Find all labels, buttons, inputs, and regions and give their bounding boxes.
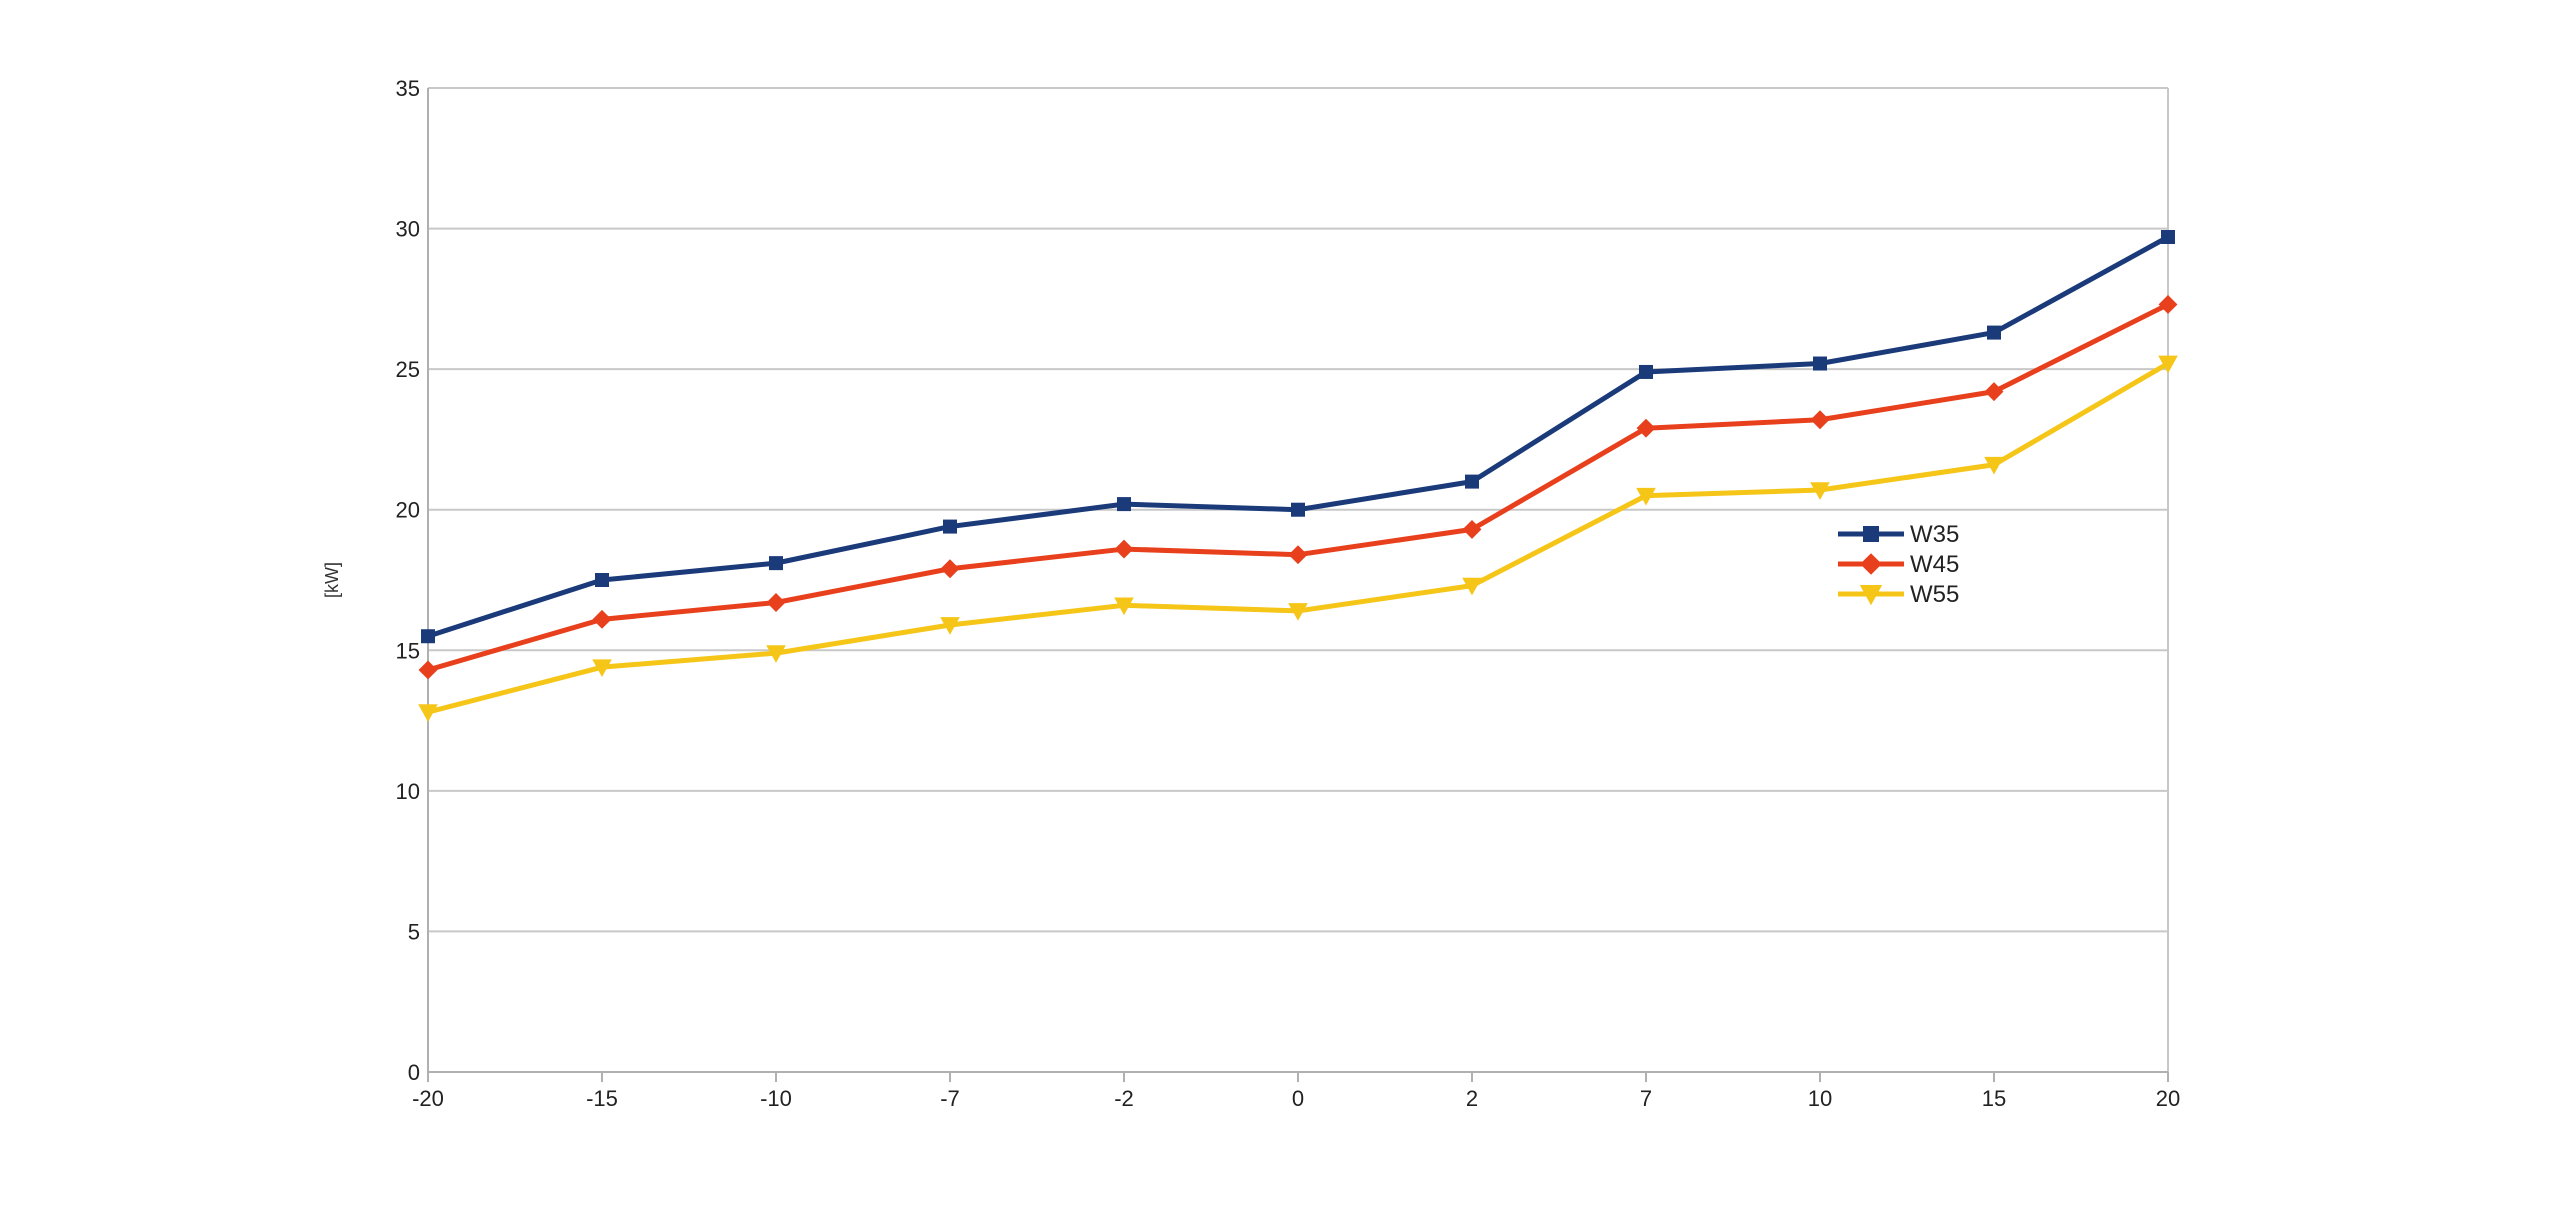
data-point-w35	[2161, 230, 2175, 245]
data-point-w45	[766, 593, 786, 612]
legend-label: W55	[1910, 581, 1959, 608]
data-point-w45	[2158, 295, 2178, 314]
legend-label: W35	[1910, 521, 1959, 548]
data-point-w55	[766, 645, 786, 663]
data-point-w35	[769, 556, 783, 571]
x-tick-label: -15	[586, 1086, 618, 1111]
data-point-w35	[943, 519, 957, 534]
legend-item-w35: W35	[1838, 521, 1959, 548]
data-point-w45	[418, 660, 438, 680]
legend-marker	[1863, 526, 1879, 542]
x-tick-label: 2	[1466, 1086, 1478, 1111]
y-axis-label: [kW]	[322, 562, 342, 598]
data-point-w55	[1462, 577, 1482, 596]
legend-item-w45: W45	[1838, 551, 1959, 578]
x-tick-label: -7	[940, 1086, 960, 1111]
y-tick-labels: 0 5 10 15 20 25 30 35	[396, 76, 420, 1085]
data-point-w35	[1291, 502, 1305, 517]
legend-label: W45	[1910, 551, 1959, 578]
x-tick-label: -10	[760, 1086, 792, 1111]
data-point-w45	[1636, 418, 1656, 438]
data-point-w45	[1462, 519, 1482, 539]
y-tick-label: 35	[396, 76, 420, 101]
x-tick-label: 20	[2156, 1086, 2180, 1111]
series-line-w55	[427, 361, 2170, 715]
legend-marker	[1859, 585, 1883, 606]
x-tick-labels: -20 -15 -10 -7 -2 0 2 7 10 15 20	[412, 1086, 2180, 1111]
data-point-w55	[418, 704, 438, 722]
y-tick-label: 30	[396, 217, 420, 242]
series-line-w35	[427, 234, 2170, 639]
axes	[427, 87, 2169, 1082]
x-tick-label: 7	[1640, 1086, 1652, 1111]
x-tick-label: 10	[1808, 1086, 1832, 1111]
data-point-w45	[940, 559, 960, 579]
y-tick-label: 15	[396, 638, 420, 663]
legend-marker	[1860, 553, 1882, 575]
data-point-w35	[421, 629, 435, 644]
data-point-w45	[1288, 545, 1308, 565]
data-point-w45	[1984, 382, 2004, 402]
data-point-w55	[1810, 482, 1830, 500]
x-tick-label: -2	[1114, 1086, 1134, 1111]
x-tick-label: -20	[412, 1086, 444, 1111]
data-point-w35	[1639, 364, 1653, 379]
data-point-w55	[2158, 355, 2178, 374]
data-point-w35	[1813, 356, 1827, 371]
y-tick-label: 20	[396, 498, 420, 523]
data-point-w35	[1117, 497, 1131, 512]
x-tick-label: 0	[1292, 1086, 1304, 1111]
data-point-w35	[1987, 325, 2001, 340]
y-tick-label: 10	[396, 779, 420, 804]
data-point-w35	[1465, 474, 1479, 489]
legend: W35 W45 W55	[1838, 521, 1959, 608]
legend-item-w55: W55	[1838, 581, 1959, 608]
y-tick-label: 5	[408, 919, 420, 944]
series-w35	[421, 230, 2175, 644]
data-point-w55	[940, 617, 960, 635]
y-tick-label: 0	[408, 1060, 420, 1085]
data-point-w55	[1984, 456, 2004, 475]
data-point-w55	[1636, 487, 1656, 506]
data-point-w55	[592, 659, 612, 677]
data-point-w35	[595, 573, 609, 587]
data-point-w45	[592, 609, 612, 629]
series-w45	[418, 295, 2178, 680]
data-point-w55	[1114, 597, 1134, 616]
series	[418, 230, 2178, 722]
x-tick-label: 15	[1982, 1086, 2006, 1111]
data-point-w45	[1114, 539, 1134, 559]
data-point-w55	[1288, 603, 1308, 621]
y-tick-label: 25	[396, 357, 420, 382]
series-w55	[418, 355, 2178, 722]
data-point-w45	[1810, 410, 1830, 430]
